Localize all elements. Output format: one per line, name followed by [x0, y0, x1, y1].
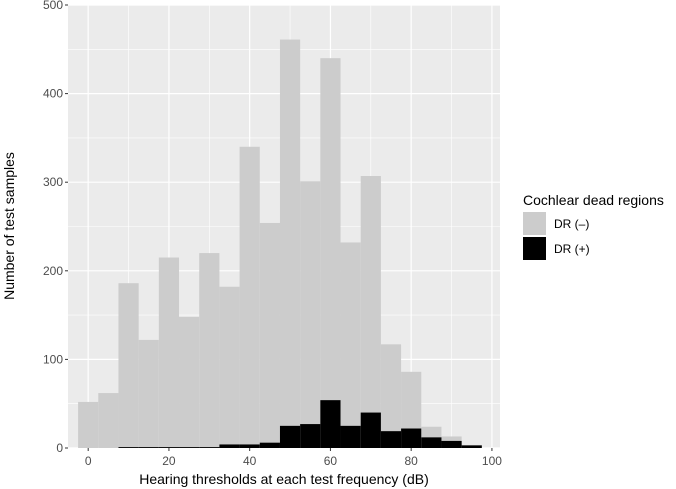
y-tick-label: 100 — [43, 352, 63, 366]
dr-negative-bar — [78, 401, 99, 448]
x-tick-label: 20 — [162, 454, 176, 468]
dr-positive-bar — [340, 425, 361, 448]
legend-label-dr-negative: DR (–) — [554, 217, 589, 231]
dr-negative-bar — [219, 286, 240, 448]
dr-positive-bar — [320, 400, 341, 448]
dr-positive-bar — [199, 447, 220, 448]
dr-positive-bar — [259, 442, 280, 448]
legend-title: Cochlear dead regions — [523, 192, 664, 208]
dr-positive-bar — [158, 447, 180, 448]
dr-positive-bar — [118, 447, 139, 448]
dr-negative-bar — [380, 344, 402, 448]
dr-negative-bar — [158, 257, 180, 448]
dr-negative-bar — [300, 181, 321, 448]
dr-positive-bar — [380, 431, 402, 448]
x-tick-label: 80 — [404, 454, 418, 468]
y-tick-label: 500 — [43, 0, 63, 12]
x-axis-title: Hearing thresholds at each test frequenc… — [139, 471, 429, 487]
x-axis-ticks: 0 20 40 60 80 100 — [85, 448, 502, 468]
dr-negative-bar — [320, 58, 341, 448]
x-tick-label: 60 — [324, 454, 338, 468]
dr-positive-bar — [421, 437, 442, 448]
x-tick-label: 0 — [85, 454, 92, 468]
dr-positive-bar — [239, 444, 260, 448]
dr-negative-bar — [138, 339, 159, 448]
dr-positive-bar — [279, 425, 301, 448]
dr-positive-bar — [138, 447, 159, 448]
dr-positive-bar — [461, 445, 482, 448]
dr-positive-bars — [118, 400, 482, 448]
y-tick-label: 0 — [56, 441, 63, 455]
y-axis-ticks: 0 100 200 300 400 500 — [43, 0, 68, 455]
legend: Cochlear dead regions DR (–) DR (+) — [523, 192, 664, 260]
x-tick-label: 100 — [482, 454, 502, 468]
dr-negative-bar — [360, 175, 381, 449]
dr-positive-bar — [441, 440, 462, 448]
dr-positive-bar — [219, 444, 240, 448]
y-tick-label: 400 — [43, 87, 63, 101]
legend-key-dr-negative — [523, 212, 546, 235]
dr-negative-bar — [98, 393, 119, 448]
legend-key-dr-positive — [523, 237, 546, 260]
dr-positive-bar — [179, 447, 200, 448]
y-axis-title: Number of test samples — [1, 152, 17, 300]
y-tick-label: 300 — [43, 175, 63, 189]
dr-negative-bar — [199, 253, 220, 448]
dr-negative-bar — [239, 146, 260, 448]
dr-negative-bar — [259, 222, 280, 448]
dr-negative-bar — [179, 316, 200, 448]
dr-positive-bar — [360, 412, 381, 448]
dr-positive-bar — [401, 428, 422, 448]
dr-positive-bar — [300, 424, 321, 448]
dr-negative-bars — [78, 39, 462, 449]
dr-negative-bar — [118, 283, 139, 448]
x-tick-label: 40 — [243, 454, 257, 468]
dr-negative-bar — [279, 39, 301, 448]
legend-label-dr-positive: DR (+) — [554, 242, 590, 256]
dr-negative-bar — [340, 242, 361, 448]
y-tick-label: 200 — [43, 264, 63, 278]
